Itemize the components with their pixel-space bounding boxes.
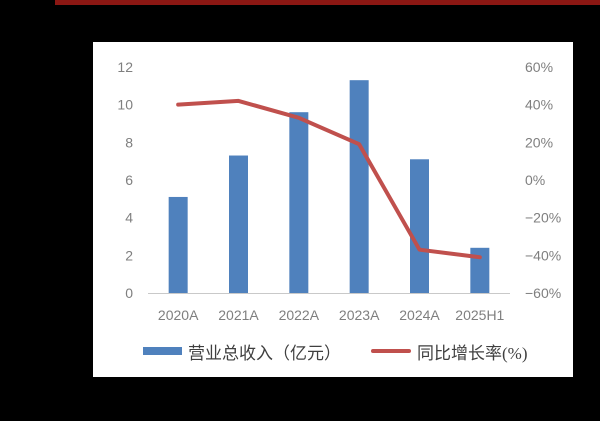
x-axis-tick-label: 2022A xyxy=(279,307,320,323)
x-axis-tick-label: 2024A xyxy=(399,307,440,323)
right-axis-tick-label: −20% xyxy=(525,210,561,226)
left-axis-tick-label: 8 xyxy=(125,134,133,150)
chart-panel: 0 2 4 6 8 10 12 −60% −40% −20% 0% 20% 40% 60% 2020A 202… xyxy=(93,42,573,377)
left-axis-tick-label: 10 xyxy=(117,97,133,113)
top-accent-bar xyxy=(55,0,600,5)
bar-2024A xyxy=(410,159,429,293)
bar-2022A xyxy=(289,112,309,293)
right-axis-tick-label: 40% xyxy=(525,97,553,113)
right-axis-tick-label: 0% xyxy=(525,172,545,188)
legend-item-growth: 同比增长率(%) xyxy=(371,339,527,364)
chart-svg: 0 2 4 6 8 10 12 −60% −40% −20% 0% 20% 40% 60% 2020A 202… xyxy=(117,59,561,323)
right-axis-tick-label: 20% xyxy=(525,134,553,150)
growth-line xyxy=(176,98,482,260)
left-axis-tick-label: 4 xyxy=(125,210,133,226)
legend-item-revenue: 营业总收入（亿元） xyxy=(143,339,341,364)
right-axis-tick-label: −60% xyxy=(525,285,561,301)
chart-legend: 营业总收入（亿元） 同比增长率(%) xyxy=(143,339,527,364)
x-axis-tick-label: 2025H1 xyxy=(455,307,504,323)
right-axis-tick-label: 60% xyxy=(525,59,553,75)
legend-label-revenue: 营业总收入（亿元） xyxy=(188,343,341,363)
x-axis-tick-label: 2023A xyxy=(339,307,380,323)
bar-2025H1 xyxy=(470,247,490,293)
bar-2023A xyxy=(349,80,369,293)
x-axis-tick-label: 2021A xyxy=(218,307,259,323)
left-axis-tick-label: 12 xyxy=(117,59,133,75)
bar-2021A xyxy=(229,155,248,293)
left-axis-tick-label: 6 xyxy=(125,172,133,188)
bar-2020A xyxy=(168,196,188,293)
legend-swatch-line-icon xyxy=(371,349,411,353)
legend-label-growth: 同比增长率(%) xyxy=(417,343,528,363)
left-axis-tick-label: 2 xyxy=(125,247,133,263)
x-axis-tick-label: 2020A xyxy=(158,307,199,323)
right-axis-tick-label: −40% xyxy=(525,247,561,263)
left-axis-tick-label: 0 xyxy=(125,285,133,301)
legend-swatch-bar-icon xyxy=(143,347,182,355)
